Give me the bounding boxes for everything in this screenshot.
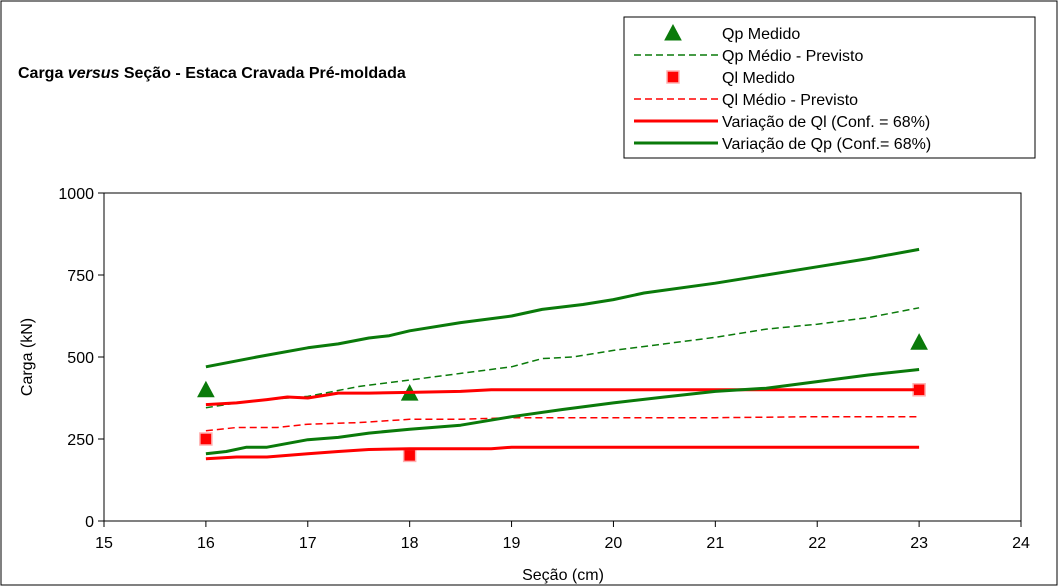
x-tick-label: 16 [197,535,215,552]
data-point-series-2 [200,433,212,445]
legend-label: Qp Medido [722,26,800,43]
x-tick-label: 23 [910,535,928,552]
x-tick-label: 18 [401,535,419,552]
x-axis-title: Seção (cm) [522,567,604,584]
chart-title-part3: Seção - Estaca Cravada Pré-moldada [119,65,405,82]
y-tick-label: 500 [67,350,94,367]
y-tick-label: 1000 [58,186,94,203]
chart-title: Carga versus Seção - Estaca Cravada Pré-… [18,65,406,82]
x-tick-label: 17 [299,535,317,552]
y-tick-label: 750 [67,268,94,285]
legend-label: Ql Médio - Previsto [722,92,858,109]
y-tick-label: 250 [67,432,94,449]
chart-title-part2: versus [68,65,120,82]
legend-label: Ql Medido [722,70,795,87]
legend-label: Variação de Ql (Conf. = 68%) [722,114,930,131]
x-tick-label: 19 [503,535,521,552]
legend-marker [667,71,679,83]
chart-title-part1: Carga [18,65,68,82]
x-tick-label: 21 [706,535,724,552]
legend-label: Variação de Qp (Conf.= 68%) [722,136,931,153]
plot-area [104,193,1021,521]
y-tick-label: 0 [85,514,94,531]
x-tick-label: 20 [605,535,623,552]
y-axis-title: Carga (kN) [19,318,36,396]
data-point-series-2 [404,449,416,461]
legend-label: Qp Médio - Previsto [722,48,863,65]
x-tick-label: 24 [1012,535,1030,552]
x-tick-label: 15 [95,535,113,552]
x-tick-label: 22 [808,535,826,552]
plot-area-box [104,193,1021,521]
